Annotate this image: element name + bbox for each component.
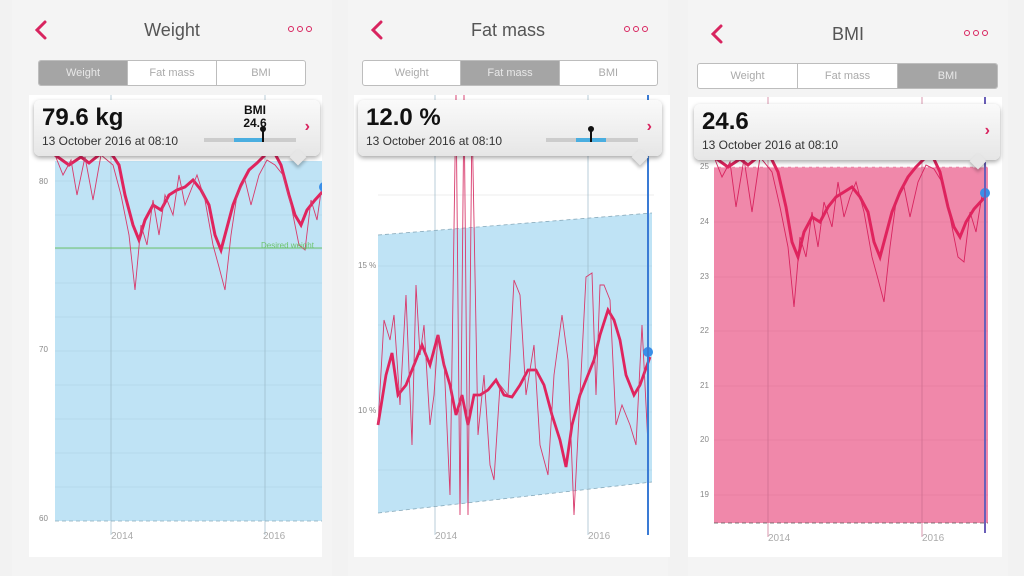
x-axis-label: 2014: [111, 531, 134, 542]
weight-screen: Weight Weight Fat mass BMI 80 70 60: [12, 0, 332, 576]
y-axis-label: 80: [39, 177, 48, 186]
measurement-tooltip[interactable]: 12.0 % 13 October 2016 at 08:10 ›: [358, 100, 662, 166]
y-axis-label: 15 %: [358, 261, 377, 270]
x-axis-label: 2016: [588, 531, 611, 542]
weight-chart[interactable]: 80 70 60 2014 2016 Desired weight: [29, 95, 322, 557]
fat-mass-screen: Fat mass Weight Fat mass BMI 20 15 % 10: [348, 0, 670, 576]
y-axis-label: 70: [39, 345, 48, 354]
segmented-control: Weight Fat mass BMI: [38, 60, 306, 86]
bmi-gauge: [204, 126, 296, 142]
fat-mass-chart[interactable]: 20 15 % 10 % 2014 2016: [354, 95, 670, 557]
segmented-control: Weight Fat mass BMI: [697, 63, 998, 89]
y-axis-label: 21: [700, 381, 709, 390]
y-axis-label: 20: [700, 435, 709, 444]
tab-weight[interactable]: Weight: [730, 70, 765, 82]
measurement-date: 13 October 2016 at 08:10: [702, 138, 839, 152]
tab-fat-mass[interactable]: Fat mass: [460, 61, 559, 85]
ellipsis-icon[interactable]: [964, 26, 994, 40]
y-axis-label: 25: [700, 162, 709, 171]
fat-mass-gauge: [546, 126, 638, 142]
y-axis-label: 60: [39, 514, 48, 523]
ellipsis-icon[interactable]: [624, 22, 654, 36]
page-title: BMI: [831, 24, 864, 44]
goal-label: Desired weight: [261, 241, 314, 250]
x-axis-label: 2014: [768, 533, 791, 544]
page-title: Weight: [144, 20, 200, 40]
chevron-right-icon[interactable]: ›: [646, 118, 652, 135]
y-axis-label: 19: [700, 490, 709, 499]
chevron-left-icon[interactable]: [706, 20, 730, 48]
chevron-left-icon[interactable]: [30, 16, 54, 44]
x-axis-label: 2016: [922, 533, 945, 544]
measurement-tooltip[interactable]: 79.6 kg 13 October 2016 at 08:10 BMI 24.6…: [34, 100, 320, 166]
y-axis-label: 23: [700, 272, 709, 281]
measurement-value: 79.6 kg: [42, 104, 124, 131]
y-axis-label: 22: [700, 326, 709, 335]
measurement-tooltip[interactable]: 24.6 13 October 2016 at 08:10 ›: [694, 104, 1000, 170]
tab-bmi[interactable]: BMI: [216, 61, 305, 85]
tab-weight[interactable]: Weight: [394, 67, 429, 79]
x-axis-label: 2014: [435, 531, 458, 542]
tab-fat-mass[interactable]: Fat mass: [127, 61, 216, 85]
tab-bmi[interactable]: BMI: [558, 61, 657, 85]
nav-bar: Weight: [12, 14, 332, 50]
x-axis-label: 2016: [263, 531, 286, 542]
tab-fat-mass[interactable]: Fat mass: [797, 64, 897, 88]
measurement-date: 13 October 2016 at 08:10: [42, 134, 179, 148]
bmi-indicator: BMI 24.6: [243, 103, 267, 130]
measurement-value: 12.0 %: [366, 104, 441, 131]
measurement-value: 24.6: [702, 108, 749, 135]
measurement-date: 13 October 2016 at 08:10: [366, 134, 503, 148]
nav-bar: Fat mass: [348, 14, 668, 50]
nav-bar: BMI: [688, 18, 1008, 54]
ellipsis-icon[interactable]: [288, 22, 318, 36]
tab-weight[interactable]: Weight: [39, 61, 127, 85]
y-axis-label: 10 %: [358, 406, 377, 415]
bmi-chart[interactable]: 25 24 23 22 21 20 19 2014 2016: [688, 97, 1002, 557]
page-title: Fat mass: [470, 20, 545, 40]
y-axis-label: 24: [700, 217, 709, 226]
chevron-left-icon[interactable]: [366, 16, 390, 44]
segmented-control: Weight Fat mass BMI: [362, 60, 658, 86]
chevron-right-icon[interactable]: ›: [984, 122, 990, 139]
tab-bmi[interactable]: BMI: [897, 64, 997, 88]
bmi-screen: BMI Weight Fat mass BMI 25 24 23 22 21 2…: [688, 0, 1008, 576]
chevron-right-icon[interactable]: ›: [304, 118, 310, 135]
